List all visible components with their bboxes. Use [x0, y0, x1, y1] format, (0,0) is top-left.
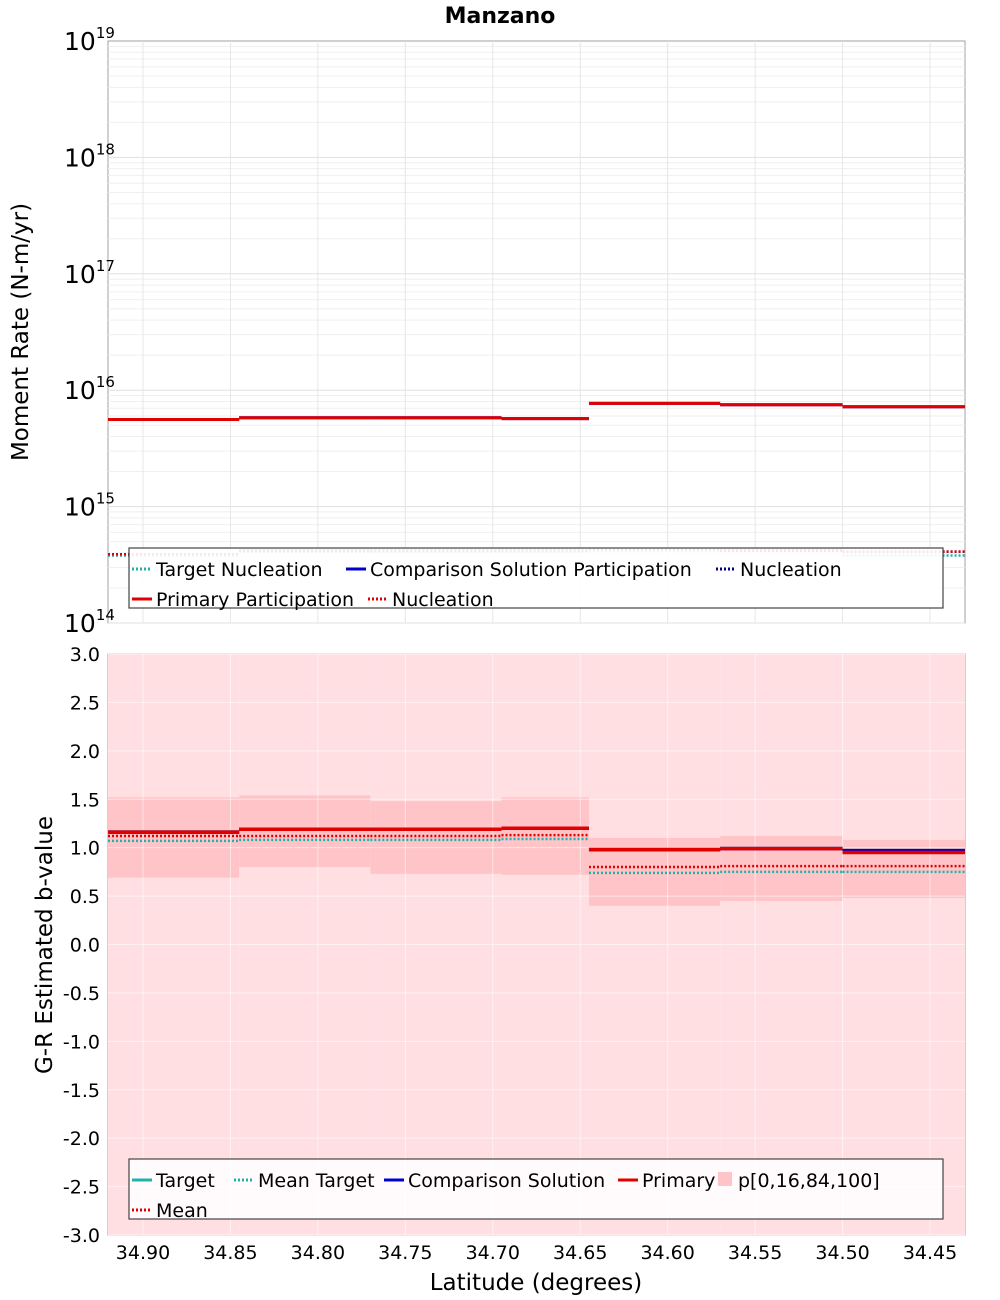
x-tick-label: 34.55: [728, 1242, 782, 1264]
b-value-panel: 3.0 2.5 2.0 1.5 1.0 0.5 0.0 -0.5 -1.0 -1.5 -2.0 -2.…: [32, 644, 966, 1264]
legend-box: [128, 547, 944, 609]
b-value-y-label: G-R Estimated b-value: [32, 816, 58, 1074]
y-tick-label: -1.0: [63, 1031, 100, 1053]
x-ticks: 34.90 34.85 34.80 34.75 34.70 34.65 34.60 34.55…: [116, 1242, 957, 1264]
y-tick-label: -2.0: [63, 1128, 100, 1150]
legend-label: Comparison Solution Participation: [370, 559, 692, 581]
y-tick-label: 1.5: [70, 789, 100, 811]
series-primary-participation: [108, 401, 965, 422]
band-inner: [370, 801, 502, 874]
legend-label: p[0,16,84,100]: [738, 1170, 880, 1192]
x-tick-label: 34.65: [553, 1242, 607, 1264]
y-tick-label: 1015: [64, 490, 115, 522]
moment-rate-legend: Target Nucleation Comparison Solution Par…: [128, 547, 944, 611]
b-value-y-ticks: 3.0 2.5 2.0 1.5 1.0 0.5 0.0 -0.5 -1.0 -1.5 -2.0 -2.…: [63, 644, 100, 1247]
x-axis-label: Latitude (degrees): [430, 1270, 643, 1296]
y-tick-label: 1017: [64, 257, 115, 289]
legend-item: Comparison Solution: [384, 1170, 605, 1192]
band-inner: [108, 797, 240, 878]
legend-item: Mean Target: [234, 1170, 375, 1192]
legend-label: Target: [155, 1170, 215, 1192]
series-mean: [108, 833, 965, 869]
y-tick-label: 0.0: [70, 935, 100, 957]
moment-rate-plot-area: [107, 40, 966, 624]
x-tick-label: 34.50: [815, 1242, 869, 1264]
legend-swatch: [718, 1172, 732, 1186]
y-tick-label: 1016: [64, 373, 115, 405]
x-tick-label: 34.80: [291, 1242, 345, 1264]
legend-box: [128, 1158, 944, 1220]
moment-rate-y-ticks: 1014 1015 1016 1017 1018 1019: [64, 24, 115, 638]
legend-item: Nucleation: [368, 589, 494, 611]
legend-item: Mean: [132, 1200, 208, 1222]
legend-label: Mean Target: [258, 1170, 375, 1192]
legend-item: p[0,16,84,100]: [718, 1170, 880, 1192]
moment-rate-grid: [108, 41, 965, 624]
x-tick-label: 34.70: [466, 1242, 520, 1264]
legend-item: Target Nucleation: [132, 559, 323, 581]
series-primary: [108, 826, 965, 855]
moment-rate-panel: 1014 1015 1016 1017 1018 1019 Target Nucleati…: [8, 24, 966, 638]
y-tick-label: 2.5: [70, 692, 100, 714]
legend-item: Nucleation: [716, 559, 842, 581]
y-tick-label: -2.5: [63, 1177, 100, 1199]
legend-label: Mean: [156, 1200, 208, 1222]
series-mean-target: [108, 837, 965, 875]
x-tick-label: 34.45: [903, 1242, 957, 1264]
moment-rate-y-label: Moment Rate (N-m/yr): [8, 203, 34, 461]
x-tick-label: 34.75: [378, 1242, 432, 1264]
y-tick-label: 1.0: [70, 838, 100, 860]
legend-label: Comparison Solution: [408, 1170, 605, 1192]
y-tick-label: -1.5: [63, 1080, 100, 1102]
legend-label: Nucleation: [392, 589, 494, 611]
y-tick-label: 2.0: [70, 741, 100, 763]
y-tick-label: 1014: [64, 606, 115, 638]
band-inner: [720, 836, 843, 901]
y-tick-label: -0.5: [63, 983, 100, 1005]
legend-label: Primary Participation: [156, 589, 354, 611]
band-inner: [842, 839, 965, 899]
x-tick-label: 34.85: [203, 1242, 257, 1264]
legend-item: Comparison Solution Participation: [346, 559, 692, 581]
legend-label: Primary: [642, 1170, 715, 1192]
legend-item: Target: [132, 1170, 215, 1192]
legend-label: Nucleation: [740, 559, 842, 581]
y-tick-label: 1019: [64, 24, 115, 56]
x-tick-label: 34.60: [640, 1242, 694, 1264]
chart-title: Manzano: [445, 4, 556, 29]
b-value-series: [108, 826, 965, 875]
y-tick-label: 1018: [64, 140, 115, 172]
y-tick-label: 3.0: [70, 644, 100, 666]
x-tick-label: 34.90: [116, 1242, 170, 1264]
y-tick-label: 0.5: [70, 886, 100, 908]
b-value-legend: Target Mean Target Comparison Solution Prim…: [128, 1158, 944, 1222]
b-value-grid: [108, 653, 965, 1236]
band-inner: [239, 795, 371, 868]
legend-label: Target Nucleation: [155, 559, 323, 581]
legend-item: Primary Participation: [132, 589, 354, 611]
legend-item: Primary: [618, 1170, 715, 1192]
y-tick-label: -3.0: [63, 1225, 100, 1247]
